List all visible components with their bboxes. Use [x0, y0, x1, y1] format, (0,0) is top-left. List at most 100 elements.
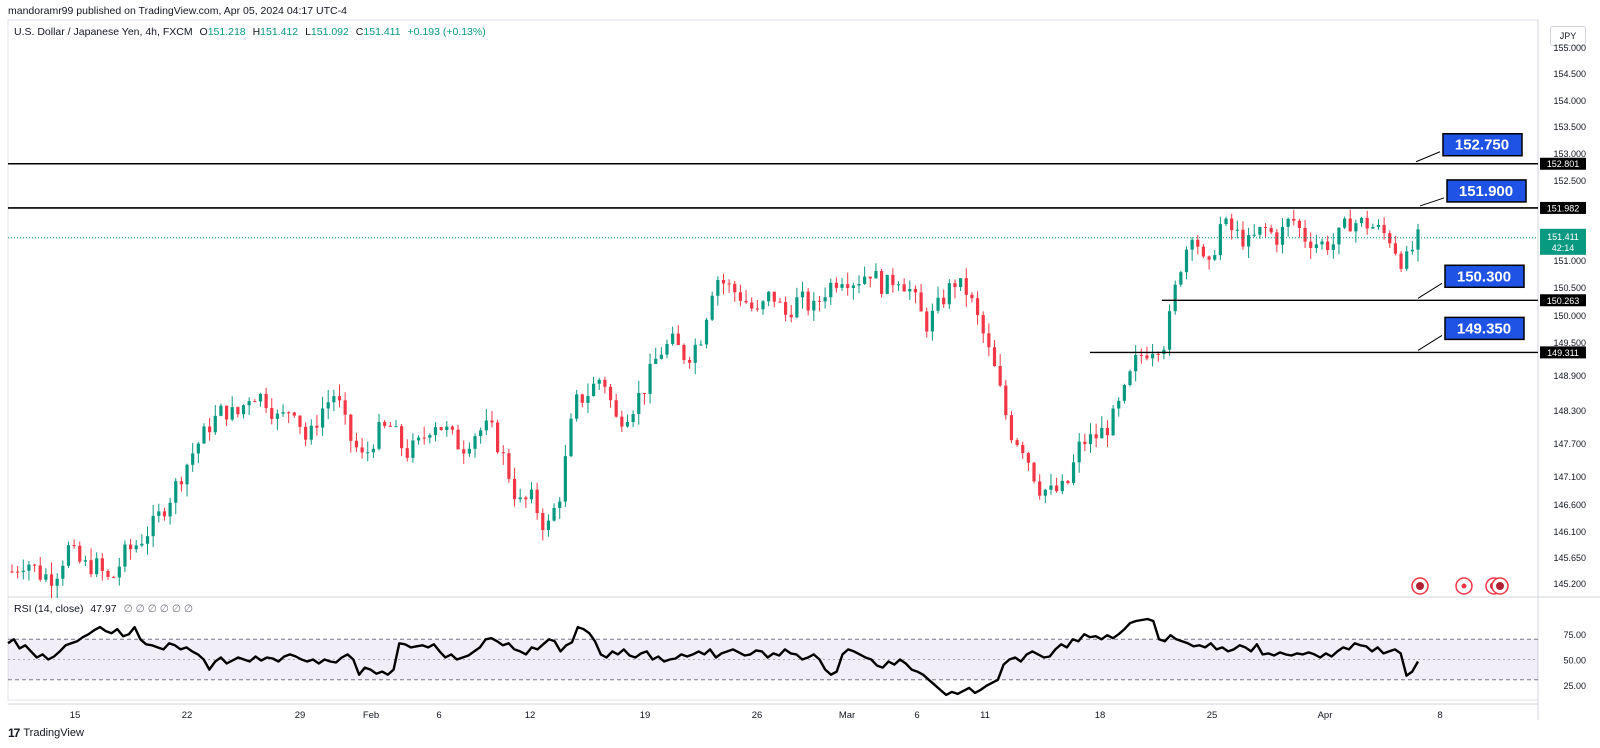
candle-body — [874, 271, 878, 279]
candle-body — [1179, 272, 1183, 285]
candle-body — [405, 448, 409, 458]
candle — [942, 289, 946, 308]
currency-selector[interactable]: JPY — [1550, 26, 1586, 46]
candle-body — [1241, 229, 1245, 247]
candle-body — [1167, 311, 1172, 350]
price-level-axis-value: 149.311 — [1547, 348, 1579, 358]
candle-body — [1145, 355, 1149, 359]
candle — [388, 422, 392, 427]
candle — [106, 569, 110, 580]
candle — [1326, 235, 1330, 255]
y-tick-label: 148.300 — [1553, 406, 1586, 416]
candle-body — [21, 570, 25, 572]
candle-body — [1258, 226, 1262, 235]
candle — [315, 414, 319, 436]
candle-body — [727, 283, 731, 285]
candle — [1190, 237, 1194, 261]
candle — [1139, 348, 1143, 364]
callout-label: 151.900 — [1459, 183, 1513, 200]
candle-body — [1151, 353, 1155, 359]
candle — [947, 279, 951, 310]
us-flag-icon — [1411, 577, 1429, 595]
candle — [1213, 250, 1217, 262]
candle-body — [1184, 249, 1189, 273]
candle — [975, 291, 980, 325]
candle-body — [1410, 249, 1414, 252]
candle-body — [721, 280, 726, 284]
candle — [1393, 235, 1398, 256]
candle — [885, 274, 889, 295]
x-tick-label: 11 — [980, 710, 990, 721]
candle-body — [772, 291, 776, 302]
candle-body — [1071, 462, 1076, 484]
candle — [851, 282, 855, 300]
candle-body — [620, 416, 624, 427]
candle — [1331, 233, 1335, 259]
candle — [21, 559, 25, 580]
candle — [597, 377, 601, 390]
candle-body — [563, 456, 567, 502]
candle — [727, 279, 731, 293]
candle-body — [366, 452, 370, 454]
candle — [1049, 473, 1053, 495]
candle-body — [603, 379, 607, 387]
candle-body — [783, 302, 788, 315]
y-tick-label: 145.200 — [1553, 579, 1586, 589]
candle-body — [1213, 255, 1217, 260]
candle-body — [512, 478, 517, 500]
candle-body — [298, 415, 302, 427]
candle-body — [196, 443, 200, 454]
candle — [671, 326, 675, 346]
candle — [699, 340, 703, 346]
candle-body — [1235, 229, 1239, 231]
x-tick-label: 18 — [1095, 710, 1106, 721]
candle — [134, 539, 138, 553]
candle — [264, 387, 268, 414]
candle-body — [287, 412, 291, 414]
candle — [445, 420, 449, 437]
x-tick-label: 8 — [1437, 710, 1442, 721]
candle-body — [179, 481, 183, 485]
candle-body — [95, 558, 99, 575]
candle-body — [100, 558, 104, 571]
candle — [721, 273, 726, 295]
candle — [654, 347, 658, 365]
candle-body — [964, 278, 968, 295]
rsi-legend: RSI (14, close) 47.97 ∅ ∅ ∅ ∅ ∅ ∅ — [14, 603, 193, 615]
candle-body — [1354, 223, 1358, 232]
candle — [1151, 343, 1155, 367]
x-tick-label: 26 — [752, 710, 763, 721]
candle — [66, 541, 71, 568]
candle-body — [812, 300, 816, 311]
candle — [490, 410, 494, 428]
candle-body — [1292, 218, 1296, 221]
low-label: L — [305, 26, 311, 38]
candle-body — [236, 407, 240, 415]
candle — [1184, 246, 1189, 280]
event-dot-icon — [1455, 577, 1473, 595]
candle-body — [1156, 353, 1160, 355]
candle — [326, 389, 330, 420]
candle — [970, 292, 974, 303]
candle-body — [1365, 217, 1369, 229]
candle-body — [1196, 239, 1200, 247]
candle — [230, 396, 234, 422]
candle — [1410, 241, 1414, 255]
candle-body — [1060, 480, 1064, 492]
callout-label: 152.750 — [1455, 137, 1509, 154]
candle-body — [936, 297, 940, 311]
candle — [89, 548, 93, 578]
candle-body — [1088, 434, 1093, 445]
callout-box — [1446, 179, 1527, 203]
callout-pointer — [1417, 334, 1443, 351]
candle — [1359, 216, 1364, 227]
candle — [1230, 213, 1234, 240]
candle-body — [1117, 400, 1121, 409]
candle-body — [1405, 251, 1409, 269]
candle — [1100, 416, 1104, 439]
candle — [1297, 218, 1302, 238]
candle-body — [388, 425, 392, 427]
candle — [377, 414, 381, 451]
candle-body — [230, 407, 234, 420]
